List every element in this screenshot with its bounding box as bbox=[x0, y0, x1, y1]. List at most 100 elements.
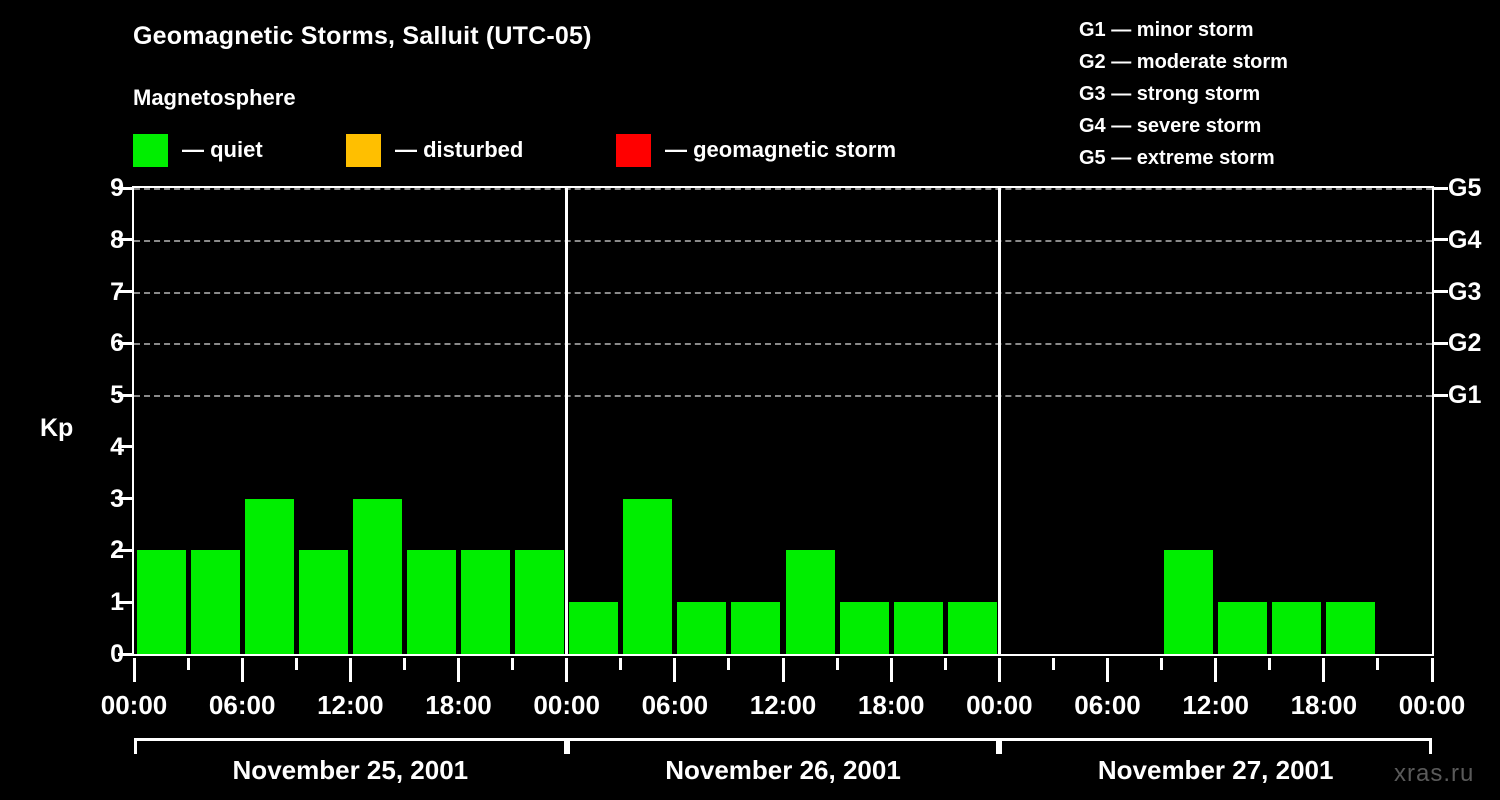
legend-swatch-quiet-icon bbox=[133, 133, 168, 167]
x-tick-label: 18:00 bbox=[425, 690, 492, 720]
gridline-kp-8 bbox=[134, 239, 1432, 242]
bar bbox=[839, 602, 889, 654]
x-tick-label: 18:00 bbox=[1290, 690, 1358, 720]
x-tick-label: 06:00 bbox=[208, 690, 276, 720]
x-tick-major bbox=[1430, 658, 1434, 682]
g-tick-mark-G4 bbox=[1434, 238, 1448, 242]
bar bbox=[298, 550, 348, 654]
g-tick-mark-G2 bbox=[1434, 341, 1448, 345]
bar bbox=[569, 602, 619, 654]
bar bbox=[1326, 602, 1376, 654]
legend-swatch-geomagnetic-storm-icon bbox=[616, 133, 651, 167]
gscale-key-item-g3: G3 — strong storm bbox=[1079, 83, 1261, 105]
gridline-kp-6 bbox=[134, 343, 1432, 346]
x-tick-major bbox=[673, 658, 677, 682]
x-tick-major bbox=[997, 658, 1001, 682]
y-tick-mark-9 bbox=[118, 186, 132, 190]
x-tick-label: 12:00 bbox=[1182, 690, 1249, 720]
legend-label-disturbed: — disturbed bbox=[395, 137, 524, 162]
x-tick-label: 12:00 bbox=[749, 690, 817, 720]
x-tick-major bbox=[1106, 658, 1109, 682]
x-tick-major bbox=[457, 658, 460, 682]
gscale-key: G1 — minor storm G2 — moderate storm G3 … bbox=[1079, 14, 1288, 174]
y-tick-mark-4 bbox=[118, 445, 132, 449]
x-tick-label: 12:00 bbox=[317, 690, 384, 720]
y-tick-mark-7 bbox=[118, 290, 132, 294]
x-tick-minor bbox=[1160, 658, 1164, 670]
x-tick-minor bbox=[619, 658, 623, 670]
plot-area bbox=[132, 186, 1434, 656]
x-tick-label: 00:00 bbox=[100, 690, 168, 720]
watermark: xras.ru bbox=[1394, 760, 1475, 787]
bar bbox=[461, 550, 511, 654]
x-tick-minor bbox=[1051, 658, 1055, 670]
day-bracket bbox=[134, 738, 567, 754]
g-tick-mark-G3 bbox=[1434, 290, 1448, 294]
x-tick-label: 00:00 bbox=[533, 690, 600, 720]
y-axis-title: Kp bbox=[40, 414, 74, 442]
y-tick-mark-1 bbox=[118, 600, 132, 604]
bar bbox=[785, 550, 835, 654]
x-tick-major bbox=[132, 658, 136, 682]
gscale-key-item-g5: G5 — extreme storm bbox=[1079, 147, 1275, 169]
day-label: November 26, 2001 bbox=[665, 755, 901, 785]
day-bracket bbox=[566, 738, 1000, 754]
x-tick-major bbox=[348, 658, 352, 682]
y-tick-mark-2 bbox=[118, 548, 132, 552]
x-tick-minor bbox=[727, 658, 731, 670]
bar bbox=[352, 498, 402, 654]
x-tick-minor bbox=[511, 658, 515, 670]
x-tick-major bbox=[240, 658, 244, 682]
x-tick-major bbox=[1214, 658, 1218, 682]
day-label: November 27, 2001 bbox=[1097, 755, 1334, 785]
gscale-key-item-g4: G4 — severe storm bbox=[1079, 115, 1262, 137]
legend-entry-quiet: — quiet bbox=[133, 133, 263, 167]
x-tick-minor bbox=[402, 658, 406, 670]
gridline-kp-5 bbox=[134, 395, 1432, 398]
x-tick-label: 06:00 bbox=[1074, 690, 1141, 720]
gridline-kp-9 bbox=[134, 188, 1432, 190]
x-tick-minor bbox=[1268, 658, 1272, 670]
bar bbox=[244, 498, 294, 654]
x-tick-label: 00:00 bbox=[1398, 690, 1466, 720]
bar bbox=[1272, 602, 1322, 654]
bar bbox=[1218, 602, 1268, 654]
plot-inner bbox=[134, 188, 1432, 654]
y-tick-mark-8 bbox=[118, 238, 132, 242]
legend-swatch-disturbed-icon bbox=[346, 133, 381, 167]
g-tick-mark-G5 bbox=[1434, 186, 1448, 190]
bar bbox=[515, 550, 565, 654]
bar bbox=[190, 550, 240, 654]
day-bracket bbox=[999, 738, 1432, 754]
x-tick-label: 06:00 bbox=[641, 690, 709, 720]
y-tick-mark-5 bbox=[118, 393, 132, 397]
x-tick-minor bbox=[1376, 658, 1380, 670]
y-tick-mark-3 bbox=[118, 497, 132, 501]
x-tick-label: 18:00 bbox=[857, 690, 925, 720]
y-tick-mark-6 bbox=[118, 341, 132, 345]
x-tick-minor bbox=[186, 658, 190, 670]
bar bbox=[136, 550, 186, 654]
x-tick-minor bbox=[835, 658, 839, 670]
x-tick-minor bbox=[294, 658, 298, 670]
bar bbox=[623, 498, 673, 654]
magnetosphere-section-label: Magnetosphere bbox=[133, 85, 296, 110]
day-label: November 25, 2001 bbox=[232, 755, 469, 785]
y-tick-mark-0 bbox=[118, 652, 132, 656]
x-tick-minor bbox=[943, 658, 947, 670]
x-tick-major bbox=[889, 658, 893, 682]
legend-label-quiet: — quiet bbox=[182, 137, 263, 162]
bar bbox=[947, 602, 997, 654]
legend-entry-disturbed: — disturbed bbox=[346, 133, 523, 167]
x-tick-major bbox=[1322, 658, 1326, 682]
day-divider bbox=[997, 188, 1001, 654]
bar bbox=[1164, 550, 1214, 654]
bar bbox=[406, 550, 456, 654]
bar bbox=[677, 602, 727, 654]
x-tick-major bbox=[781, 658, 785, 682]
x-tick-label: 00:00 bbox=[966, 690, 1033, 720]
gridline-kp-7 bbox=[134, 291, 1432, 294]
g-tick-mark-G1 bbox=[1434, 393, 1448, 397]
day-divider bbox=[565, 188, 569, 654]
bar bbox=[893, 602, 943, 654]
